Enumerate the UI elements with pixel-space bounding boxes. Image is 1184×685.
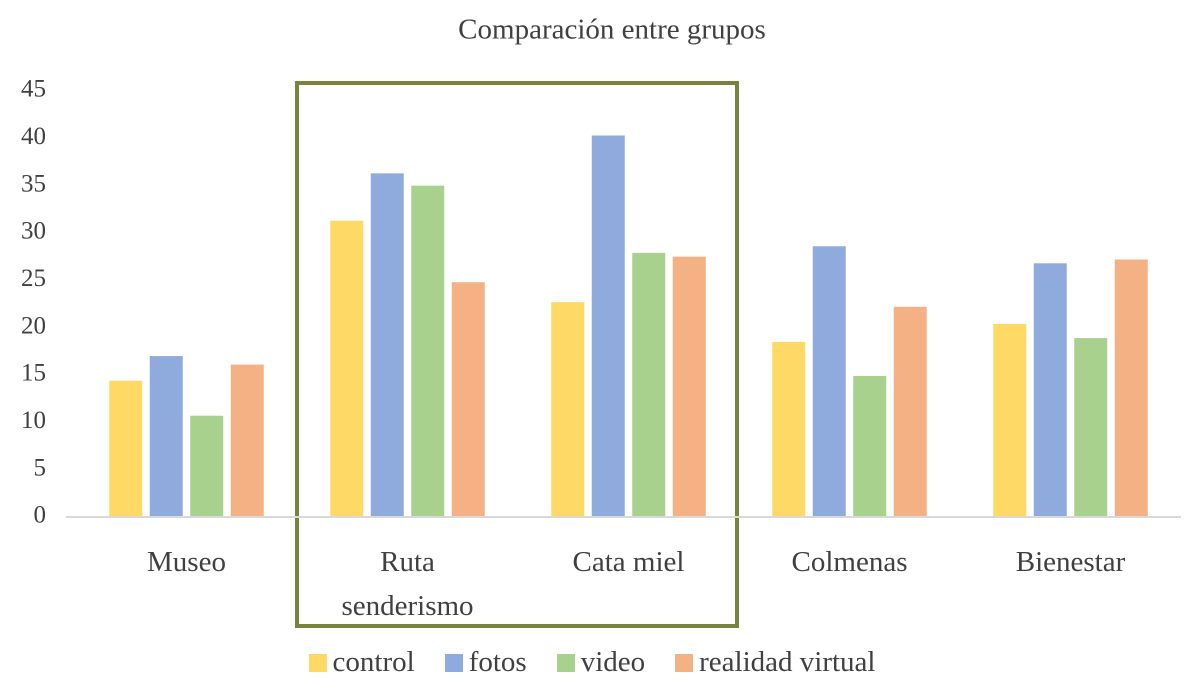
x-tick-label: Ruta senderismo bbox=[341, 546, 474, 622]
bar bbox=[230, 364, 264, 517]
bar bbox=[893, 306, 927, 517]
legend-item: realidad virtual bbox=[675, 646, 875, 679]
bar bbox=[672, 256, 706, 517]
y-tick-label: 20 bbox=[21, 312, 46, 339]
y-tick-label: 15 bbox=[21, 360, 46, 387]
bar bbox=[370, 173, 404, 518]
bar bbox=[451, 282, 485, 517]
highlight-box bbox=[295, 81, 739, 628]
y-tick-label: 35 bbox=[21, 170, 46, 197]
legend-label: video bbox=[580, 646, 646, 678]
legend-swatch bbox=[308, 653, 327, 672]
legend-swatch bbox=[556, 653, 575, 672]
bar bbox=[551, 302, 585, 517]
chart-title: Comparación entre grupos bbox=[458, 14, 766, 46]
x-tick-label: Cata miel bbox=[572, 546, 685, 578]
legend-label: realidad virtual bbox=[699, 646, 876, 678]
bar bbox=[853, 375, 887, 517]
bar bbox=[632, 252, 666, 517]
x-tick-label: Colmenas bbox=[791, 546, 908, 578]
bar bbox=[190, 415, 224, 517]
legend-item: fotos bbox=[444, 646, 527, 679]
legend-label: fotos bbox=[468, 646, 527, 678]
bar bbox=[591, 135, 625, 517]
bar bbox=[812, 246, 846, 517]
legend-swatch bbox=[675, 653, 694, 672]
bar bbox=[411, 185, 445, 517]
y-tick-label: 10 bbox=[21, 407, 46, 434]
y-tick-label: 30 bbox=[21, 218, 46, 245]
bar bbox=[1033, 263, 1067, 517]
bar bbox=[993, 323, 1027, 517]
bar bbox=[1114, 259, 1148, 517]
y-tick-label: 25 bbox=[21, 265, 46, 292]
x-tick-label: Museo bbox=[147, 546, 226, 578]
legend-item: control bbox=[308, 646, 415, 679]
bar bbox=[1074, 338, 1108, 517]
bar bbox=[109, 380, 143, 517]
legend: control fotos video realidad virtual bbox=[0, 646, 1184, 679]
bar bbox=[772, 341, 806, 517]
legend-label: control bbox=[332, 646, 415, 678]
legend-swatch bbox=[444, 653, 463, 672]
y-tick-label: 0 bbox=[34, 502, 47, 529]
legend-item: video bbox=[556, 646, 646, 679]
bar bbox=[330, 220, 364, 517]
x-tick-label: Bienestar bbox=[1015, 546, 1126, 578]
y-tick-label: 40 bbox=[21, 123, 46, 150]
bar bbox=[149, 356, 183, 517]
y-tick-label: 5 bbox=[34, 454, 47, 481]
y-tick-label: 45 bbox=[21, 76, 46, 103]
